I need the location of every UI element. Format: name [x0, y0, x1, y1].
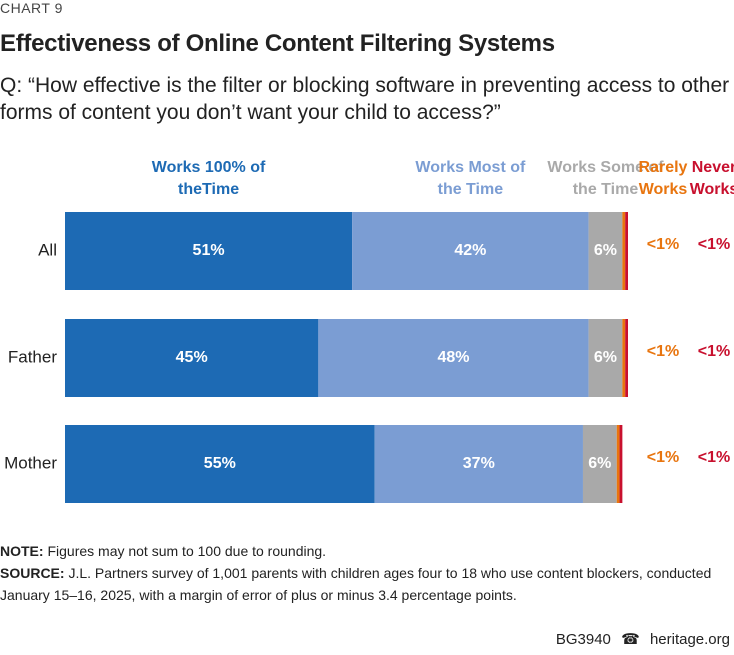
bar-segment [588, 212, 623, 290]
legend-entry: Works Most of the Time [415, 159, 526, 198]
category-label: Mother [4, 453, 57, 472]
bar-segment [625, 212, 628, 290]
chart: All 51% 42% 6% <1% <1% Father 45% 48% 6% <1% <1% Mot… [4, 212, 730, 503]
value-label: 6% [594, 242, 617, 259]
bar-segment [625, 319, 628, 397]
footer-site: heritage.org [649, 631, 730, 648]
legend-entry: Never Works [689, 159, 734, 198]
notes: NOTE: Figures may not sum to 100 due to … [0, 540, 730, 606]
bar-segment [374, 425, 583, 503]
footer-code: BG3940 [555, 631, 611, 648]
chart-label: CHART 9 [0, 0, 63, 16]
bar-segment [65, 425, 375, 503]
bar-segment [622, 319, 626, 397]
note-text: Figures may not sum to 100 due to roundi… [47, 543, 327, 559]
value-label: 42% [454, 242, 486, 259]
chart-subtitle: Q: “How effective is the filter or block… [0, 74, 730, 124]
source-text: J.L. Partners survey of 1,001 parents wi… [0, 565, 712, 603]
value-label: 6% [594, 349, 617, 366]
value-label: <1% [647, 449, 679, 466]
legend-entry: Rarely Works [638, 159, 688, 198]
value-label: <1% [698, 343, 730, 360]
legend-entry: Works 100% of theTime [151, 159, 266, 198]
value-label: <1% [647, 343, 679, 360]
value-label: 37% [463, 455, 495, 472]
bar-segment [65, 212, 353, 290]
value-label: 55% [204, 455, 236, 472]
source: SOURCE: J.L. Partners survey of 1,001 pa… [0, 562, 730, 606]
bar-segment [622, 212, 626, 290]
source-label: SOURCE: [0, 565, 65, 581]
footer: BG3940 ☎ heritage.org [556, 630, 730, 648]
note-label: NOTE: [0, 543, 44, 559]
value-label: <1% [698, 236, 730, 253]
value-label: 48% [437, 349, 469, 366]
bar-segment [619, 425, 623, 503]
legend-entry: Works Some of the Time [547, 159, 664, 198]
bar-segment [582, 425, 617, 503]
bar-segment [318, 319, 589, 397]
bar-segment [352, 212, 589, 290]
footer-icon: ☎ [621, 631, 640, 648]
category-label: All [38, 240, 57, 259]
note: NOTE: Figures may not sum to 100 due to … [0, 540, 730, 562]
value-label: 51% [193, 242, 225, 259]
value-label: 6% [588, 455, 611, 472]
value-label: <1% [647, 236, 679, 253]
category-label: Father [8, 347, 57, 366]
bar-segment [588, 319, 623, 397]
chart-title: Effectiveness of Online Content Filterin… [0, 30, 555, 57]
value-label: <1% [698, 449, 730, 466]
value-label: 45% [176, 349, 208, 366]
bar-segment [616, 425, 620, 503]
bar-segment [65, 319, 319, 397]
